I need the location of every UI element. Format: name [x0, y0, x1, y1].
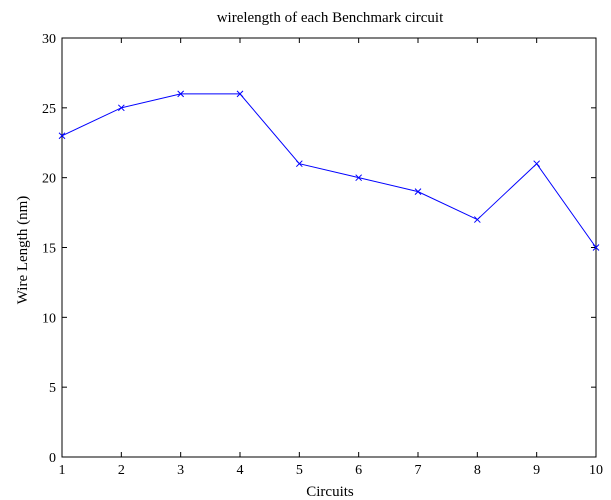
x-axis: 1 2 3 4 5 6 7 8 9 10: [59, 38, 603, 478]
y-tick-label: 25: [42, 102, 56, 117]
x-tick-label: 1: [59, 463, 66, 478]
y-tick-label: 10: [42, 311, 56, 326]
series-line: [61, 93, 597, 248]
x-tick-label: 6: [355, 463, 362, 478]
data-point-marker: [177, 90, 185, 98]
data-point-marker: [592, 244, 600, 251]
x-tick-label: 2: [118, 463, 125, 478]
x-tick-label: 10: [589, 463, 603, 478]
data-point-marker: [533, 160, 541, 168]
x-tick-label: 9: [533, 463, 540, 478]
x-tick-label: 8: [474, 463, 481, 478]
x-tick-label: 4: [237, 463, 244, 478]
data-point-marker: [355, 174, 363, 182]
y-tick-label: 30: [42, 32, 56, 47]
data-point-marker: [58, 132, 66, 140]
y-tick-label: 5: [49, 381, 56, 396]
x-tick-label: 3: [177, 463, 184, 478]
x-axis-label: Circuits: [306, 484, 354, 500]
chart-title: wirelength of each Benchmark circuit: [217, 10, 444, 26]
x-tick-label: 5: [296, 463, 303, 478]
data-point-marker: [473, 216, 481, 223]
plot-area-frame: [61, 37, 597, 458]
data-point-marker: [295, 160, 303, 168]
y-axis: 0 5 10 15 20 25 30: [42, 32, 596, 466]
data-point-marker: [414, 188, 422, 195]
data-point-marker: [117, 104, 125, 112]
x-tick-label: 7: [415, 463, 422, 478]
y-tick-label: 15: [42, 242, 56, 257]
y-axis-label: Wire Length (nm): [15, 196, 31, 305]
series-layer: [58, 90, 600, 251]
y-tick-label: 0: [49, 451, 56, 466]
y-tick-label: 20: [42, 172, 56, 187]
data-point-marker: [236, 90, 244, 98]
